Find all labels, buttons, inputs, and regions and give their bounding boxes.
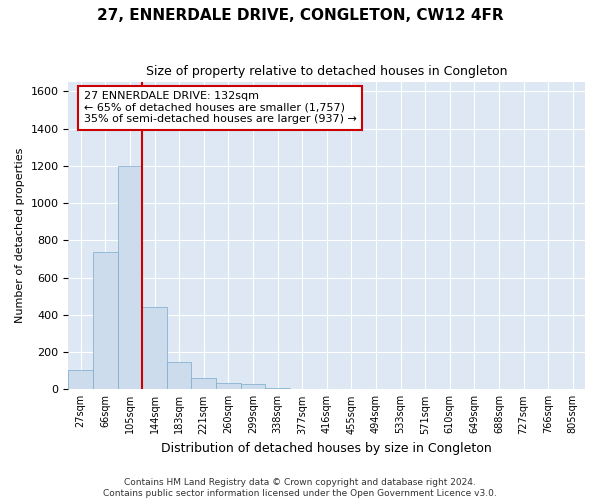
- Bar: [265, 388, 290, 390]
- Title: Size of property relative to detached houses in Congleton: Size of property relative to detached ho…: [146, 65, 508, 78]
- Bar: [191, 378, 216, 390]
- X-axis label: Distribution of detached houses by size in Congleton: Distribution of detached houses by size …: [161, 442, 492, 455]
- Bar: [241, 384, 265, 390]
- Bar: [167, 362, 191, 390]
- Bar: [216, 383, 241, 390]
- Bar: [142, 308, 167, 390]
- Text: Contains HM Land Registry data © Crown copyright and database right 2024.
Contai: Contains HM Land Registry data © Crown c…: [103, 478, 497, 498]
- Bar: [118, 166, 142, 390]
- Text: 27 ENNERDALE DRIVE: 132sqm
← 65% of detached houses are smaller (1,757)
35% of s: 27 ENNERDALE DRIVE: 132sqm ← 65% of deta…: [84, 91, 357, 124]
- Bar: [93, 252, 118, 390]
- Bar: [68, 370, 93, 390]
- Y-axis label: Number of detached properties: Number of detached properties: [15, 148, 25, 324]
- Text: 27, ENNERDALE DRIVE, CONGLETON, CW12 4FR: 27, ENNERDALE DRIVE, CONGLETON, CW12 4FR: [97, 8, 503, 22]
